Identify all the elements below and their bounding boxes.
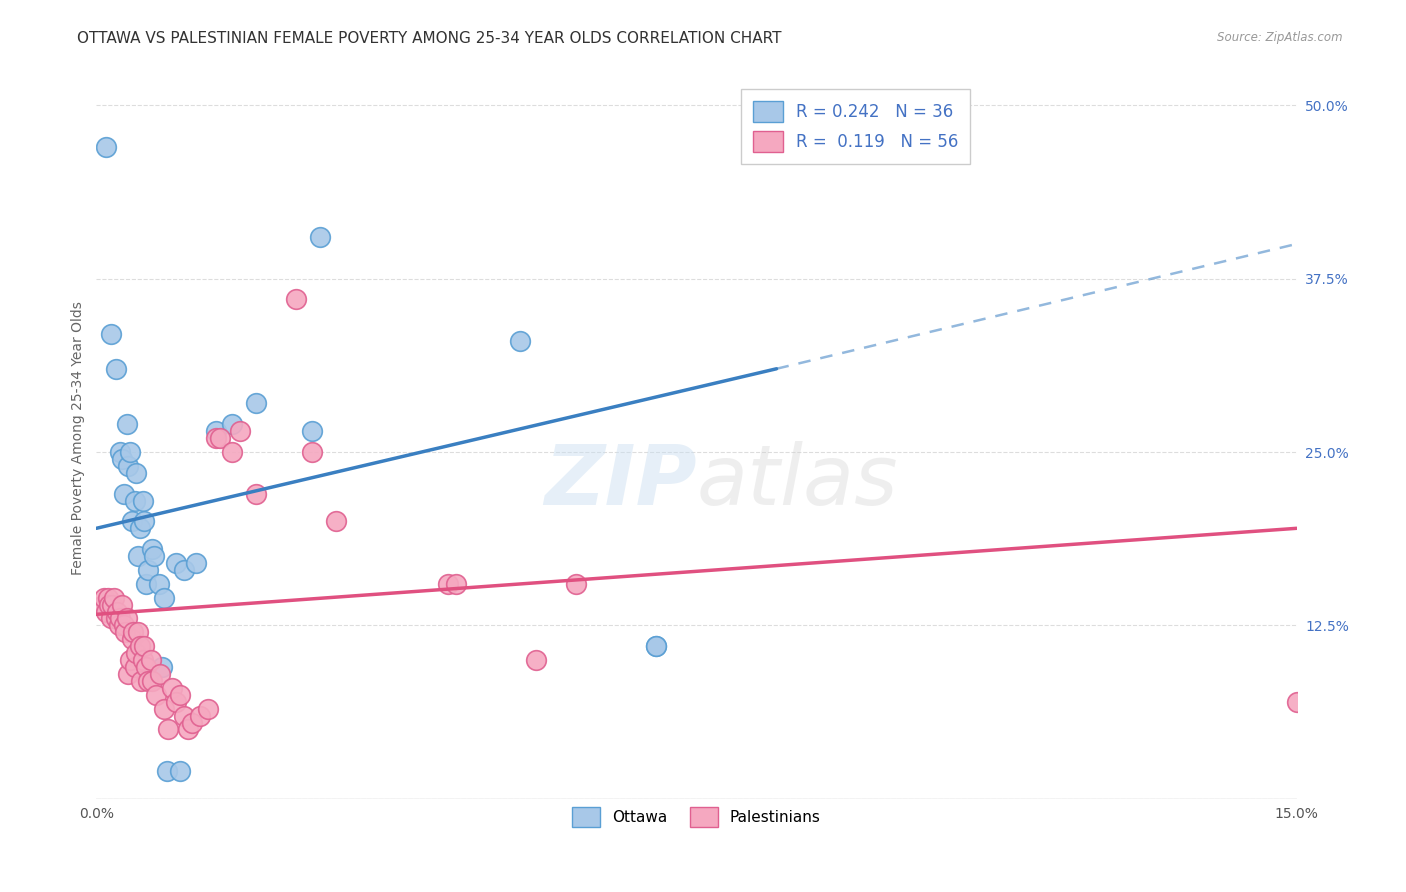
Point: [132, 493, 155, 508]
Point: [221, 417, 243, 432]
Point: [121, 514, 143, 528]
Point: [129, 521, 152, 535]
Point: [115, 417, 138, 432]
Point: [94, 140, 117, 154]
Point: [117, 458, 139, 473]
Point: [127, 549, 149, 563]
Text: Source: ZipAtlas.com: Source: ZipAtlas.com: [1218, 31, 1343, 45]
Point: [446, 576, 468, 591]
Point: [94, 605, 117, 619]
Point: [134, 639, 156, 653]
Point: [110, 445, 132, 459]
Point: [93, 591, 115, 605]
Point: [309, 230, 332, 244]
Point: [150, 660, 173, 674]
Point: [149, 667, 172, 681]
Point: [128, 639, 150, 653]
Point: [245, 486, 267, 500]
Point: [118, 653, 141, 667]
Point: [162, 681, 184, 695]
Point: [115, 611, 138, 625]
Point: [96, 591, 118, 605]
Point: [125, 466, 148, 480]
Point: [127, 625, 149, 640]
Point: [209, 431, 232, 445]
Point: [437, 576, 460, 591]
Point: [173, 563, 195, 577]
Point: [169, 764, 191, 778]
Point: [181, 715, 204, 730]
Point: [135, 660, 157, 674]
Point: [143, 549, 166, 563]
Point: [104, 611, 127, 625]
Point: [105, 605, 128, 619]
Point: [112, 486, 135, 500]
Point: [509, 334, 531, 348]
Point: [139, 653, 162, 667]
Point: [118, 445, 141, 459]
Point: [153, 591, 176, 605]
Point: [197, 701, 219, 715]
Point: [645, 639, 668, 653]
Point: [121, 632, 143, 647]
Legend: Ottawa, Palestinians: Ottawa, Palestinians: [565, 799, 828, 835]
Point: [124, 493, 146, 508]
Point: [190, 708, 212, 723]
Point: [112, 618, 135, 632]
Point: [153, 701, 176, 715]
Point: [526, 653, 548, 667]
Point: [156, 764, 179, 778]
Point: [301, 445, 323, 459]
Point: [124, 660, 146, 674]
Point: [205, 431, 228, 445]
Point: [111, 452, 134, 467]
Point: [325, 514, 347, 528]
Point: [169, 688, 191, 702]
Point: [145, 688, 167, 702]
Point: [141, 542, 163, 557]
Point: [98, 598, 121, 612]
Point: [245, 396, 267, 410]
Point: [141, 673, 163, 688]
Point: [122, 625, 145, 640]
Text: atlas: atlas: [696, 441, 898, 522]
Point: [117, 667, 139, 681]
Point: [134, 514, 156, 528]
Point: [132, 653, 155, 667]
Point: [645, 639, 668, 653]
Point: [101, 598, 124, 612]
Point: [221, 445, 243, 459]
Point: [148, 576, 170, 591]
Point: [100, 611, 122, 625]
Point: [100, 327, 122, 342]
Point: [110, 611, 132, 625]
Point: [165, 556, 187, 570]
Point: [138, 563, 160, 577]
Point: [103, 591, 125, 605]
Point: [129, 673, 152, 688]
Point: [138, 673, 160, 688]
Point: [186, 556, 208, 570]
Point: [229, 424, 252, 438]
Text: OTTAWA VS PALESTINIAN FEMALE POVERTY AMONG 25-34 YEAR OLDS CORRELATION CHART: OTTAWA VS PALESTINIAN FEMALE POVERTY AMO…: [77, 31, 782, 46]
Point: [107, 618, 129, 632]
Point: [105, 361, 128, 376]
Text: ZIP: ZIP: [544, 441, 696, 522]
Point: [91, 598, 114, 612]
Point: [301, 424, 323, 438]
Point: [125, 646, 148, 660]
Point: [1285, 695, 1308, 709]
Point: [177, 723, 200, 737]
Point: [173, 708, 195, 723]
Point: [165, 695, 187, 709]
Point: [135, 576, 157, 591]
Point: [114, 625, 136, 640]
Point: [285, 293, 308, 307]
Point: [111, 598, 134, 612]
Y-axis label: Female Poverty Among 25-34 Year Olds: Female Poverty Among 25-34 Year Olds: [72, 301, 86, 575]
Point: [565, 576, 588, 591]
Point: [157, 723, 180, 737]
Point: [205, 424, 228, 438]
